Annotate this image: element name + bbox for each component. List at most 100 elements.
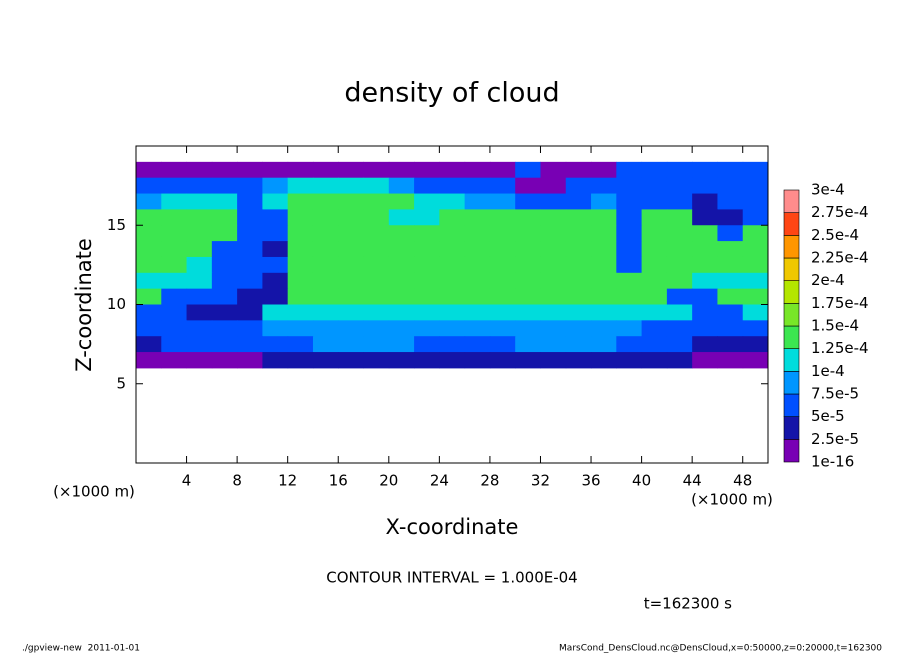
heat-cell: [641, 304, 668, 321]
heat-cell: [136, 177, 162, 195]
colorbar-box: [783, 280, 800, 304]
x-tick-label: 20: [379, 472, 398, 490]
heat-cell: [641, 320, 668, 337]
heat-cell: [136, 241, 162, 258]
heat-cell: [717, 225, 744, 242]
heat-cell: [262, 209, 289, 226]
colorbar-label: 1.75e-4: [811, 294, 869, 312]
heat-cell: [489, 256, 516, 274]
heat-cell: [565, 272, 592, 290]
heat-cell: [692, 304, 718, 321]
heat-cell: [136, 209, 162, 226]
heat-cell: [565, 241, 592, 258]
colorbar-box: [783, 303, 800, 327]
heat-cell: [388, 256, 415, 274]
heat-cell: [464, 304, 491, 321]
heat-cell: [540, 241, 567, 258]
heat-cell: [717, 336, 744, 353]
heat-cell: [186, 336, 213, 353]
heat-cell: [439, 352, 466, 369]
heat-cell: [742, 161, 769, 179]
heat-cell: [565, 225, 592, 242]
x-tick-label: 44: [683, 472, 702, 490]
heat-cell: [692, 256, 718, 274]
colorbar-box: [783, 393, 800, 417]
heat-cell: [540, 288, 567, 305]
heat-cell: [211, 352, 238, 369]
heat-cell: [540, 161, 567, 179]
heat-cell: [616, 288, 643, 305]
colorbar-box: [783, 257, 800, 281]
heat-cell: [211, 320, 238, 337]
heat-cell: [262, 352, 289, 369]
heat-cell: [161, 177, 188, 195]
heat-cell: [464, 272, 491, 290]
heat-cell: [287, 209, 314, 226]
heat-cell: [666, 161, 693, 179]
heat-cell: [312, 209, 339, 226]
heat-cell: [186, 225, 213, 242]
heat-cell: [237, 193, 263, 210]
heat-cell: [237, 288, 263, 305]
heat-cell: [211, 241, 238, 258]
heat-cell: [211, 193, 238, 210]
heat-cell: [515, 241, 541, 258]
y-axis-title: Z-coordinate: [72, 238, 96, 372]
heat-cell: [439, 177, 466, 195]
heat-cell: [616, 177, 643, 195]
heat-cell: [161, 256, 188, 274]
heat-cell: [338, 336, 365, 353]
footer-right: MarsCond_DensCloud.nc@DensCloud,x=0:5000…: [559, 644, 882, 654]
heat-cell: [312, 272, 339, 290]
heat-cell: [540, 225, 567, 242]
heat-cell: [641, 193, 668, 210]
heat-cell: [262, 336, 289, 353]
heat-cell: [464, 161, 491, 179]
heat-cell: [237, 225, 263, 242]
heat-cell: [666, 336, 693, 353]
heat-cell: [464, 320, 491, 337]
heat-cell: [515, 336, 541, 353]
heat-cell: [540, 352, 567, 369]
heat-cell: [363, 352, 390, 369]
colorbar-label: 1e-4: [811, 362, 845, 380]
heat-cell: [515, 288, 541, 305]
heat-cell: [136, 304, 162, 321]
heat-cell: [540, 304, 567, 321]
heat-cell: [464, 177, 491, 195]
heat-cell: [312, 241, 339, 258]
heat-cell: [742, 288, 769, 305]
heat-cell: [136, 272, 162, 290]
heat-cell: [641, 161, 668, 179]
heat-cell: [717, 288, 744, 305]
heat-cell: [388, 336, 415, 353]
heat-cell: [641, 256, 668, 274]
x-tick-label: 28: [480, 472, 499, 490]
heat-cell: [237, 209, 263, 226]
colorbar-label: 1.25e-4: [811, 339, 869, 357]
heat-cell: [742, 320, 769, 337]
heat-cell: [161, 336, 188, 353]
heat-cell: [692, 272, 718, 290]
heat-cell: [515, 320, 541, 337]
heat-cell: [287, 161, 314, 179]
heat-cell: [742, 225, 769, 242]
heat-cell: [742, 241, 769, 258]
heat-cell: [287, 320, 314, 337]
heat-cell: [262, 241, 289, 258]
heat-cell: [489, 225, 516, 242]
colorbar-box: [783, 439, 800, 463]
heat-cell: [742, 352, 769, 369]
heat-cell: [287, 256, 314, 274]
x-tick-label: 32: [531, 472, 550, 490]
heat-cell: [414, 272, 440, 290]
heat-cell: [287, 352, 314, 369]
x-tick-label: 36: [581, 472, 600, 490]
heat-cell: [591, 336, 617, 353]
heat-cell: [540, 209, 567, 226]
colorbar-label: 2.25e-4: [811, 249, 869, 267]
heat-cell: [692, 288, 718, 305]
colorbar-label: 2.75e-4: [811, 203, 869, 221]
heat-cell: [591, 304, 617, 321]
heat-cell: [211, 161, 238, 179]
